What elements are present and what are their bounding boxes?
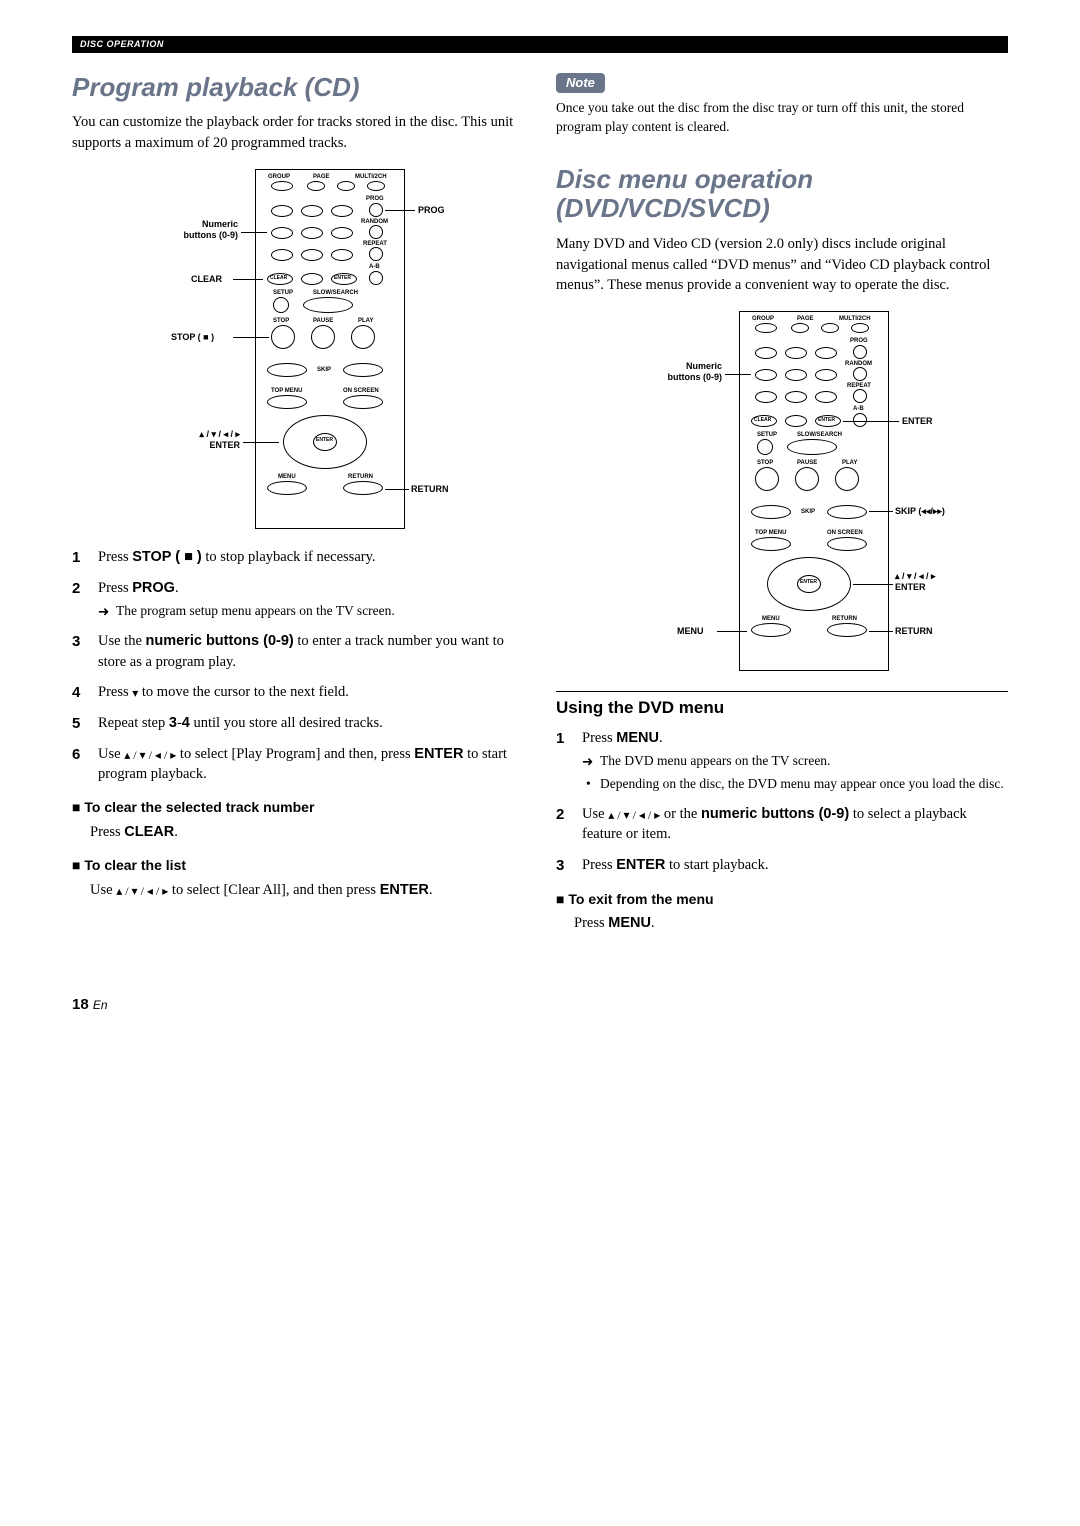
note-text: Once you take out the disc from the disc… <box>556 99 1008 137</box>
step-num: 3 <box>72 631 86 652</box>
lbl-return-r: RETURN <box>895 625 933 638</box>
left-steps: 1 Press STOP ( ■ ) to stop playback if n… <box>72 547 524 784</box>
step-sub: The DVD menu appears on the TV screen. <box>582 752 1008 771</box>
step-num: 3 <box>556 855 570 876</box>
step-num: 1 <box>556 728 570 749</box>
step-num: 2 <box>556 804 570 825</box>
cap-slow: SLOW/SEARCH <box>313 289 358 297</box>
step-body: Press STOP ( ■ ) to stop playback if nec… <box>98 547 524 567</box>
two-column-layout: Program playback (CD) You can customize … <box>72 73 1008 934</box>
cap-skip: SKIP <box>317 366 331 374</box>
cap-prog: PROG <box>366 195 384 203</box>
using-dvd-menu-heading: Using the DVD menu <box>556 691 1008 720</box>
lbl-prog: PROG <box>418 204 445 217</box>
clear-track-heading: To clear the selected track number <box>72 798 524 818</box>
step-sub: The program setup menu appears on the TV… <box>98 602 524 621</box>
remote-diagram-right: GROUP PAGE MULTI/2CH PROG RANDOM <box>556 311 1008 671</box>
lbl-stop: STOP ( ■ ) <box>171 331 214 344</box>
step-num: 2 <box>72 578 86 599</box>
right-steps: 1 Press MENU. The DVD menu appears on th… <box>556 728 1008 876</box>
nav-arrows-icon: ▴ / ▾ / ◂ / ▸ <box>124 747 176 764</box>
step-sub: Depending on the disc, the DVD menu may … <box>582 775 1008 794</box>
lbl-menu: MENU <box>677 625 704 638</box>
clear-track-body: Press CLEAR. <box>90 822 524 842</box>
note-badge: Note <box>556 73 605 93</box>
step-body: Use the numeric buttons (0-9) to enter a… <box>98 631 524 672</box>
left-intro: You can customize the playback order for… <box>72 112 524 153</box>
exit-menu-heading: To exit from the menu <box>556 890 1008 910</box>
page-number: 18 En <box>72 994 1008 1015</box>
step-body: Press ENTER to start playback. <box>582 855 1008 875</box>
right-column: Note Once you take out the disc from the… <box>556 73 1008 934</box>
cap-setup: SETUP <box>273 289 293 297</box>
step-body: Press MENU. The DVD menu appears on the … <box>582 728 1008 794</box>
right-intro: Many DVD and Video CD (version 2.0 only)… <box>556 234 1008 295</box>
clear-list-body: Use ▴ / ▾ / ◂ / ▸ to select [Clear All],… <box>90 880 524 900</box>
clear-list-heading: To clear the list <box>72 856 524 876</box>
lbl-enter: ENTER <box>902 415 933 428</box>
step-num: 1 <box>72 547 86 568</box>
lbl-clear: CLEAR <box>191 273 222 286</box>
section-header-bar: DISC OPERATION <box>72 36 1008 53</box>
left-column: Program playback (CD) You can customize … <box>72 73 524 934</box>
step-num: 5 <box>72 713 86 734</box>
step-body: Press PROG. The program setup menu appea… <box>98 578 524 621</box>
exit-menu-body: Press MENU. <box>574 913 1008 933</box>
lbl-skip: SKIP (◂◂/▸▸) <box>895 505 945 518</box>
step-body: Repeat step 3-4 until you store all desi… <box>98 713 524 733</box>
cap-random: RANDOM <box>361 218 388 226</box>
cap-ab: A-B <box>369 263 380 271</box>
cap-multi: MULTI/2CH <box>355 173 387 181</box>
right-heading: Disc menu operation (DVD/VCD/SVCD) <box>556 165 1008 225</box>
step-body: Use ▴ / ▾ / ◂ / ▸ to select [Play Progra… <box>98 744 524 785</box>
step-body: Use ▴ / ▾ / ◂ / ▸ or the numeric buttons… <box>582 804 1008 845</box>
nav-arrows-icon: ▴ / ▾ / ◂ / ▸ <box>608 807 660 824</box>
nav-arrows-icon: ▴ / ▾ / ◂ / ▸ <box>116 883 168 900</box>
step-num: 6 <box>72 744 86 765</box>
cap-repeat: REPEAT <box>363 240 387 248</box>
cap-enter: ENTER <box>316 437 333 444</box>
step-num: 4 <box>72 682 86 703</box>
step-body: Press ▾ to move the cursor to the next f… <box>98 682 524 702</box>
left-heading: Program playback (CD) <box>72 73 524 103</box>
lbl-return: RETURN <box>411 483 449 496</box>
remote-diagram-left: GROUP PAGE MULTI/2CH PROG RANDOM <box>72 169 524 529</box>
